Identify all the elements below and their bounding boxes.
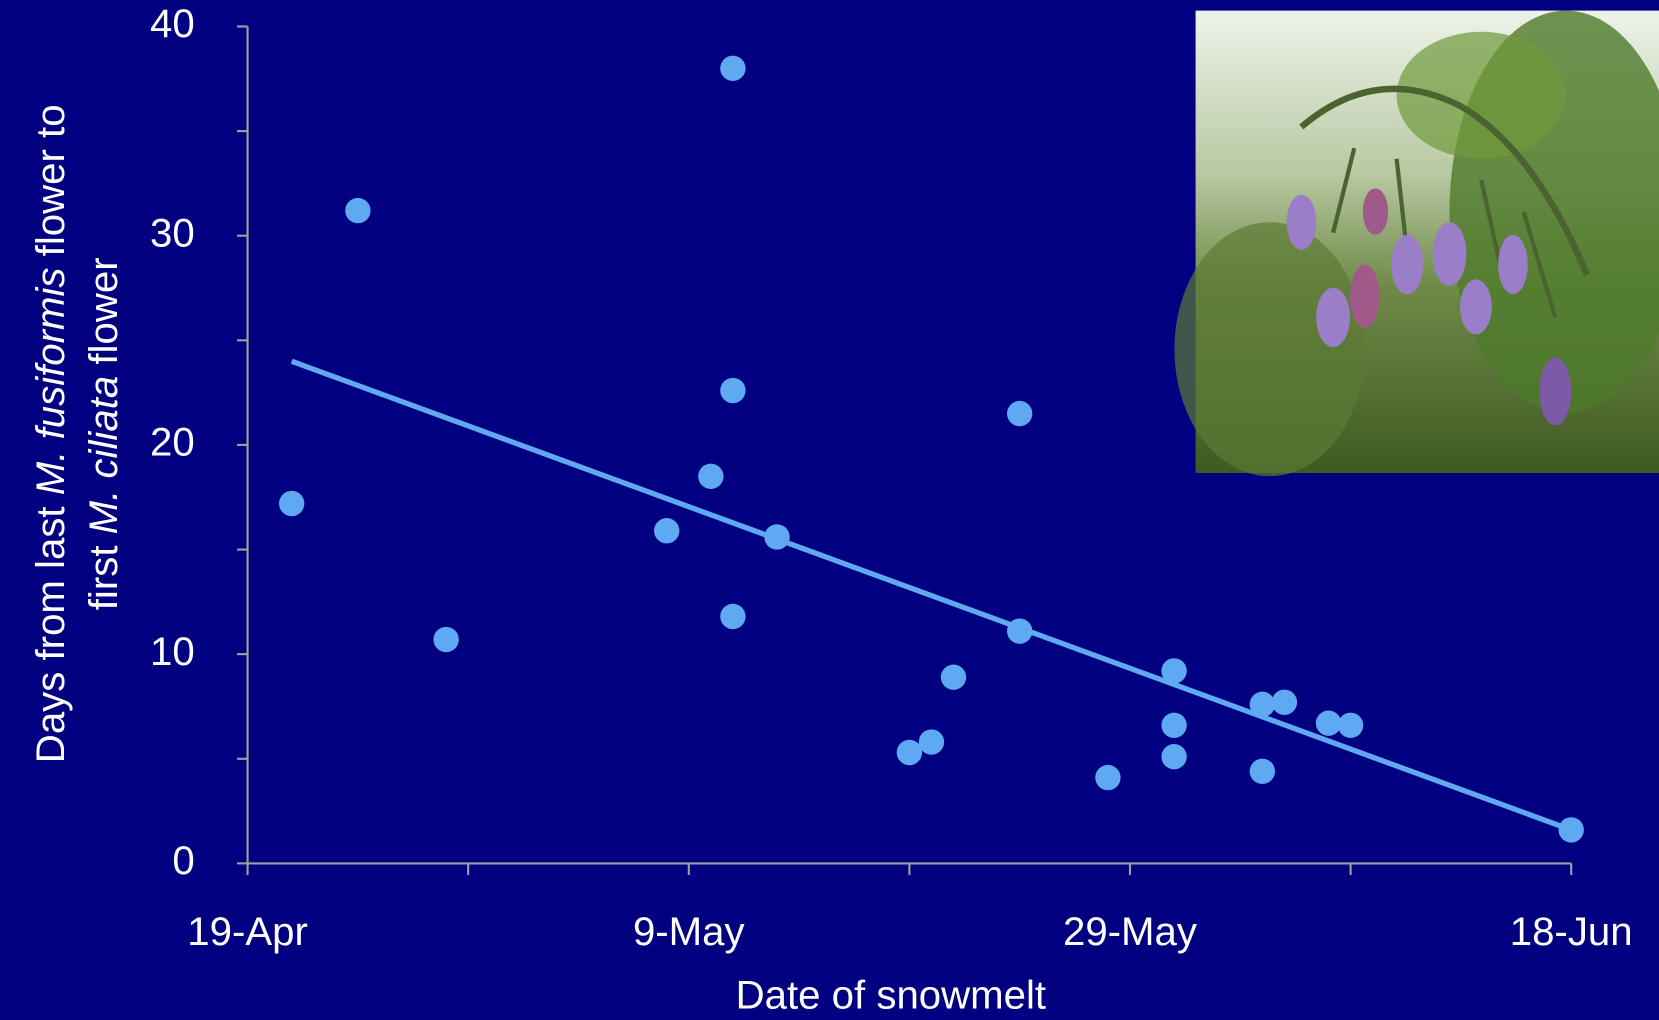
data-point xyxy=(654,518,680,544)
data-point xyxy=(1315,710,1342,736)
trend-line xyxy=(290,358,1573,833)
data-point xyxy=(1161,743,1187,770)
y-axis-title: Days from last M. fusiformis flower tofi… xyxy=(28,104,126,763)
data-point xyxy=(720,377,746,404)
y-tick-label: 0 xyxy=(172,838,194,883)
data-point xyxy=(720,55,746,82)
data-point xyxy=(345,197,371,224)
data-point xyxy=(1249,758,1276,785)
data-point xyxy=(1161,712,1187,738)
y-tick-label: 10 xyxy=(150,629,195,674)
x-tick-label: 19-Apr xyxy=(187,909,308,954)
y-tick-label: 40 xyxy=(150,1,195,46)
y-axis-title-part: flower xyxy=(80,257,125,375)
x-axis-title: Date of snowmelt xyxy=(736,972,1046,1017)
y-tick-label: 30 xyxy=(150,210,195,255)
data-point xyxy=(1095,764,1121,791)
y-axis-title-part: M. fusiformis xyxy=(28,267,73,495)
data-point xyxy=(918,729,945,755)
data-point xyxy=(1161,658,1187,684)
data-point xyxy=(896,739,923,766)
data-point xyxy=(1249,691,1276,718)
data-point xyxy=(1558,817,1584,843)
x-tick-label: 9-May xyxy=(633,909,746,954)
data-point xyxy=(1006,400,1033,427)
y-axis-title-part: M. ciliata xyxy=(80,376,125,535)
data-point xyxy=(764,524,790,550)
y-axis-title-line: Days from last M. fusiformis flower to xyxy=(28,104,73,763)
data-point xyxy=(1271,689,1298,715)
y-axis-title-part: flower to xyxy=(28,104,73,267)
y-axis-title-part: Days from last xyxy=(28,495,73,763)
data-point xyxy=(698,463,724,490)
y-axis-title-line: first M. ciliata flower xyxy=(80,257,125,610)
x-tick-label: 29-May xyxy=(1063,909,1198,954)
x-tick-label: 18-Jun xyxy=(1510,909,1633,954)
flower-photo xyxy=(1174,10,1659,477)
data-point xyxy=(720,603,746,630)
data-point xyxy=(433,626,459,653)
y-axis-title-part: first xyxy=(80,534,125,610)
y-tick-label: 20 xyxy=(150,420,195,465)
data-point xyxy=(940,664,967,690)
data-point xyxy=(1006,618,1033,644)
data-point xyxy=(1337,712,1364,738)
data-point xyxy=(279,490,305,517)
